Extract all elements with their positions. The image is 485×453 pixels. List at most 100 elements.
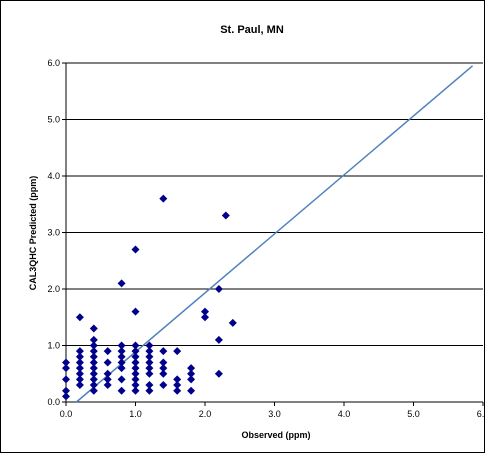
data-point: [201, 313, 209, 322]
data-point: [131, 347, 140, 356]
data-point: [159, 358, 168, 367]
data-point: [214, 335, 223, 344]
data-point: [117, 347, 126, 356]
data-point: [117, 358, 126, 367]
y-tick-label: 6.0: [47, 58, 60, 68]
data-point: [89, 386, 98, 395]
data-point: [117, 352, 126, 361]
y-tick-label: 4.0: [47, 171, 60, 181]
data-point: [159, 347, 168, 356]
data-point: [131, 352, 140, 361]
x-tick-label: 6.0: [477, 409, 485, 419]
data-point: [173, 381, 182, 390]
data-point: [173, 386, 182, 395]
data-point: [62, 375, 70, 384]
data-point: [117, 279, 126, 288]
axes: [62, 62, 484, 406]
data-point: [187, 386, 196, 395]
x-tick-label: 0.0: [60, 409, 73, 419]
data-point: [89, 358, 98, 367]
data-point: [75, 358, 84, 367]
x-axis-title: Observed (ppm): [241, 430, 310, 440]
data-point: [62, 364, 70, 373]
data-point: [62, 386, 70, 395]
data-point: [131, 341, 140, 350]
data-point: [201, 307, 209, 316]
data-point: [89, 369, 98, 378]
data-point: [214, 285, 223, 293]
y-axis-title: CAL3QHC Predicted (ppm): [28, 176, 38, 291]
data-point: [131, 307, 140, 316]
y-tick-label: 0.0: [47, 397, 60, 407]
data-point: [89, 381, 98, 390]
data-point: [117, 341, 126, 350]
y-tick-label: 1.0: [47, 341, 60, 351]
y-tick-label: 5.0: [47, 115, 60, 125]
data-point: [75, 375, 84, 384]
data-point: [145, 369, 154, 378]
data-point: [75, 313, 84, 322]
data-point: [75, 369, 84, 378]
data-point: [62, 358, 70, 367]
x-tick-label: 2.0: [199, 409, 212, 419]
data-point: [89, 375, 98, 384]
reference-line: [75, 65, 474, 403]
data-point: [103, 347, 112, 356]
data-point: [159, 194, 168, 203]
data-point: [221, 211, 230, 220]
data-point: [131, 381, 140, 390]
data-point: [89, 364, 98, 373]
data-point: [131, 386, 140, 395]
data-point: [131, 375, 140, 384]
data-point: [159, 381, 168, 390]
data-point: [159, 364, 168, 373]
data-point: [117, 375, 126, 384]
data-point: [145, 341, 154, 350]
y-tick-label: 3.0: [47, 228, 60, 238]
data-point: [62, 392, 70, 401]
data-point: [214, 369, 223, 378]
x-tick-label: 5.0: [407, 409, 420, 419]
data-point: [145, 381, 154, 390]
data-point: [89, 335, 98, 344]
data-point: [173, 375, 182, 384]
data-point: [103, 369, 112, 378]
data-point: [117, 364, 126, 373]
data-point: [117, 386, 126, 395]
data-points: [62, 194, 237, 401]
data-point: [75, 347, 84, 356]
data-point: [103, 358, 112, 367]
data-point: [187, 364, 196, 373]
data-point: [145, 352, 154, 361]
data-point: [187, 375, 196, 384]
data-point: [145, 347, 154, 356]
x-tick-label: 3.0: [268, 409, 281, 419]
data-point: [131, 358, 140, 367]
data-point: [145, 358, 154, 367]
y-tick-labels: 0.0 1.0 2.0 3.0 4.0 5.0 6.0: [47, 58, 60, 407]
data-point: [159, 369, 168, 378]
x-tick-label: 4.0: [338, 409, 351, 419]
data-point: [228, 318, 237, 327]
gridlines: [66, 62, 483, 346]
data-point: [89, 347, 98, 356]
data-point: [89, 352, 98, 361]
data-point: [145, 386, 154, 395]
data-point: [89, 341, 98, 350]
data-point: [145, 364, 154, 373]
x-tick-label: 1.0: [129, 409, 142, 419]
data-point: [75, 364, 84, 373]
data-point: [173, 347, 182, 356]
data-point: [131, 369, 140, 378]
y-tick-label: 2.0: [47, 284, 60, 294]
data-point: [89, 324, 98, 333]
data-point: [103, 381, 112, 390]
x-tick-labels: 0.0 1.0 2.0 3.0 4.0 5.0 6.0: [60, 409, 485, 419]
data-point: [103, 375, 112, 384]
data-point: [75, 352, 84, 361]
data-point: [131, 364, 140, 373]
chart-title: St. Paul, MN: [220, 24, 284, 36]
data-point: [75, 381, 84, 390]
data-point: [187, 369, 196, 378]
